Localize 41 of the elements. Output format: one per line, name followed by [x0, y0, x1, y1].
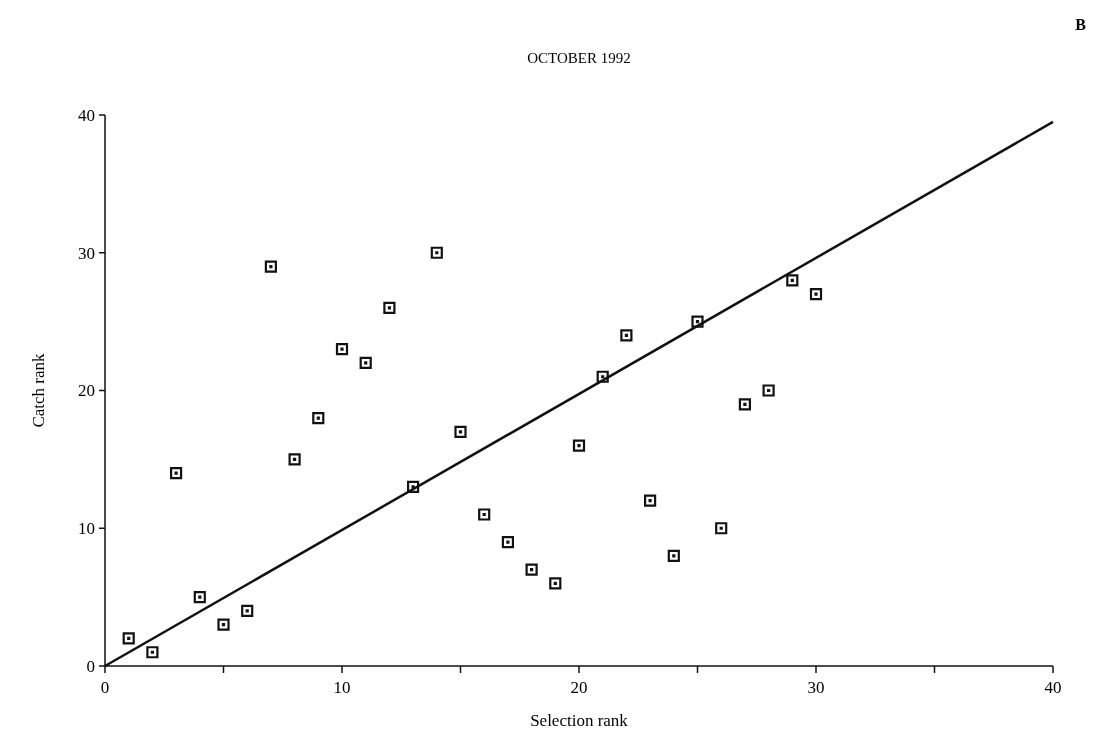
- x-tick-label: 0: [100, 678, 110, 697]
- x-axis-title: Selection rank: [530, 711, 629, 730]
- point: [430, 246, 443, 259]
- text: B: [1075, 16, 1087, 33]
- point: [572, 439, 586, 452]
- point: [335, 343, 349, 356]
- point: [288, 453, 301, 466]
- x-tick-label: 10: [333, 678, 351, 697]
- point: [217, 618, 230, 631]
- y-tick-label: 20: [78, 381, 95, 401]
- y-tick-label: 10: [78, 519, 95, 539]
- point: [122, 632, 135, 645]
- point: [193, 591, 206, 604]
- point: [170, 467, 183, 480]
- point: [146, 646, 159, 659]
- point: [525, 563, 538, 576]
- point: [501, 535, 514, 549]
- point: [809, 287, 823, 301]
- y-tick-label: 40: [78, 105, 95, 125]
- point: [738, 398, 751, 411]
- point: [786, 274, 799, 287]
- point: [549, 577, 562, 590]
- x-tick-label: 30: [807, 678, 825, 697]
- point: [620, 329, 633, 342]
- point: [241, 604, 254, 617]
- point: [644, 494, 657, 507]
- point: [478, 508, 491, 521]
- point: [667, 549, 680, 562]
- point: [312, 411, 325, 425]
- point: [383, 301, 396, 314]
- x-tick-label: 20: [570, 678, 588, 697]
- point: [715, 522, 728, 535]
- y-tick-label: 30: [78, 243, 95, 263]
- chart-title: OCTOBER 1992: [527, 50, 631, 66]
- y-axis-title: Catch rank: [29, 352, 48, 428]
- point: [454, 425, 467, 438]
- y-tick-label: 0: [86, 656, 95, 676]
- point: [762, 384, 775, 397]
- x-tick-label: 40: [1044, 678, 1062, 697]
- point: [359, 356, 372, 370]
- point: [264, 260, 277, 273]
